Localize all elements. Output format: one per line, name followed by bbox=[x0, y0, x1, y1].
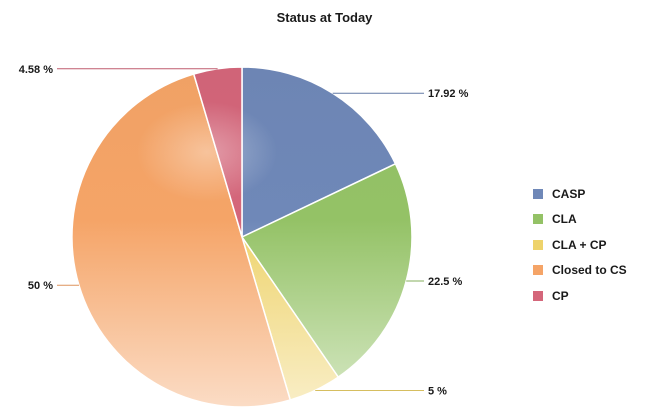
legend-swatch-cp bbox=[533, 290, 543, 301]
chart-title: Status at Today bbox=[276, 10, 373, 25]
chart-legend: CASP CLA CLA + CP Closed to CS CP bbox=[533, 181, 627, 309]
legend-item-cp: CP bbox=[533, 283, 627, 309]
slice-label-cla-cp: 5 % bbox=[428, 386, 447, 398]
legend-swatch-cla bbox=[533, 214, 543, 225]
legend-label-cla: CLA bbox=[552, 212, 577, 227]
legend-swatch-cla-cp bbox=[533, 239, 543, 250]
slice-label-cp: 4.58 % bbox=[19, 64, 53, 76]
legend-item-cla-cp: CLA + CP bbox=[533, 232, 627, 258]
slice-labels: 17.92 % 22.5 % 5 % 50 % 4.58 % bbox=[19, 64, 469, 398]
legend-label-cp: CP bbox=[552, 288, 569, 303]
legend-label-casp: CASP bbox=[552, 186, 586, 201]
legend-swatch-casp bbox=[533, 188, 543, 199]
pie-slice-cla bbox=[240, 162, 413, 379]
legend-item-casp: CASP bbox=[533, 181, 627, 207]
pie-gloss bbox=[137, 102, 277, 202]
slice-leader-lines bbox=[57, 68, 424, 391]
slice-label-casp: 17.92 % bbox=[428, 88, 469, 100]
slice-label-closed-to-cs: 50 % bbox=[28, 280, 53, 292]
legend-item-closed-to-cs: Closed to CS bbox=[533, 258, 627, 284]
pie-highlight bbox=[137, 102, 277, 202]
legend-label-cla-cp: CLA + CP bbox=[552, 237, 607, 252]
legend-label-closed-to-cs: Closed to CS bbox=[552, 263, 627, 278]
legend-item-cla: CLA bbox=[533, 207, 627, 233]
legend-swatch-closed-to-cs bbox=[533, 265, 543, 276]
slice-label-cla: 22.5 % bbox=[428, 276, 462, 288]
